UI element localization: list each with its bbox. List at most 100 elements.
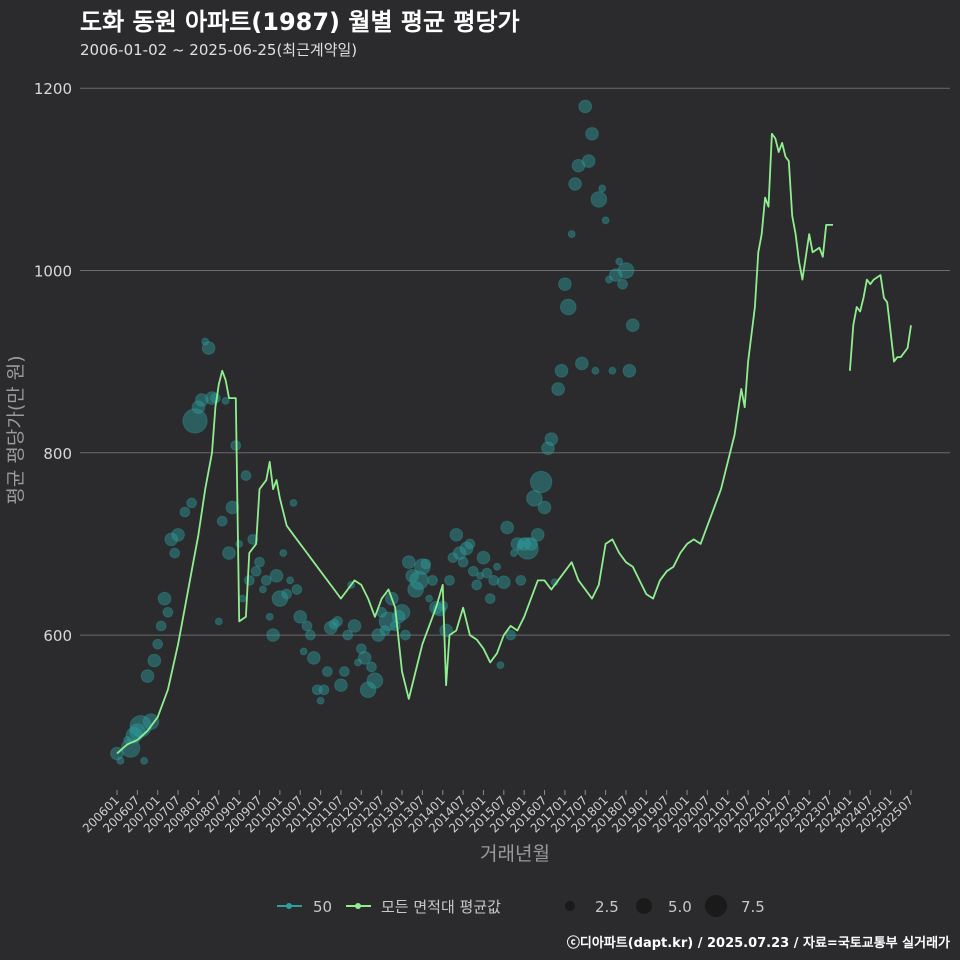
bubble-point <box>311 684 323 696</box>
bubble-point <box>510 549 518 557</box>
bubble-point <box>162 606 174 618</box>
bubble-point <box>186 497 198 509</box>
size-legend-circle-small <box>565 901 575 911</box>
average-line-segment <box>849 274 912 371</box>
bubble-point <box>581 154 596 168</box>
bubble-point <box>575 356 589 371</box>
bubble-point <box>353 658 362 667</box>
bubble-point <box>379 625 391 636</box>
bubble-point <box>516 537 539 560</box>
bubble-point <box>467 565 479 577</box>
bubble-point <box>293 609 308 624</box>
legend: 50 모든 면적대 평균값 2.5 5.0 7.5 <box>277 895 765 917</box>
bubble-point <box>235 539 244 548</box>
bubble-point <box>608 366 617 375</box>
bubble-point <box>505 629 517 641</box>
bubble-point <box>484 593 496 605</box>
bubble-point <box>334 678 348 693</box>
bubble-point <box>182 408 208 434</box>
legend-label-50: 50 <box>313 898 332 916</box>
bubble-point <box>250 565 262 577</box>
bubble-point <box>318 684 330 696</box>
bubble-point <box>260 574 272 586</box>
size-legend-circle-large <box>705 895 727 917</box>
bubble-point <box>205 391 219 405</box>
bubble-point <box>279 549 288 557</box>
bubble-point <box>342 629 354 641</box>
bubble-point <box>328 618 340 630</box>
bubble-point <box>222 546 236 560</box>
credit-text: ⓒ디아파트(dapt.kr) / 2025.07.23 / 자료=국토교통부 실… <box>567 935 950 951</box>
bubble-point <box>407 581 424 598</box>
bubble-point <box>316 696 325 705</box>
bubble-point <box>425 594 434 603</box>
bubble-point <box>615 257 624 266</box>
bubble-point <box>608 268 623 282</box>
bubble-point <box>447 552 459 563</box>
y-tick-label: 1200 <box>34 80 72 98</box>
bubble-point <box>400 629 411 641</box>
bubble-point <box>269 568 284 583</box>
bubble-point <box>247 533 259 545</box>
bubble-point <box>459 541 474 556</box>
bubble-point <box>152 638 164 650</box>
bubble-point <box>393 603 411 621</box>
bubble-point <box>488 574 500 586</box>
bubble-points <box>110 99 640 765</box>
bubble-point <box>414 558 431 576</box>
chart-title: 도화 동원 아파트(1987) 월별 평균 평당가 <box>80 8 520 36</box>
bubble-point <box>481 567 493 579</box>
bubble-point <box>301 620 313 632</box>
bubble-point <box>544 432 559 446</box>
chart-subtitle: 2006-01-02 ~ 2025-06-25(최근계약일) <box>80 41 357 59</box>
bubble-point <box>464 538 476 550</box>
bubble-point <box>281 588 293 600</box>
bubble-point <box>515 574 527 586</box>
y-tick-label: 600 <box>43 627 72 645</box>
bubble-point <box>452 546 467 560</box>
size-legend: 2.5 5.0 7.5 <box>565 895 765 917</box>
bubble-point <box>179 506 191 518</box>
bubble-point <box>332 615 343 627</box>
bubble-point <box>194 393 209 407</box>
bubble-point <box>306 650 321 665</box>
bubble-point <box>578 99 593 114</box>
bubble-point <box>289 498 298 507</box>
bubble-point <box>444 574 455 586</box>
bubble-point <box>266 628 280 642</box>
bubble-point <box>323 620 338 635</box>
size-legend-label-large: 7.5 <box>741 898 765 916</box>
bubble-point <box>366 661 377 673</box>
bubble-point <box>258 585 267 594</box>
bubble-point <box>157 591 172 606</box>
bubble-point <box>171 527 185 542</box>
bubble-point <box>409 570 429 591</box>
bubble-point <box>591 366 600 375</box>
bubble-point <box>225 500 240 515</box>
bubble-point <box>493 562 501 571</box>
bubble-point <box>585 126 599 141</box>
bubble-point <box>305 629 316 641</box>
y-ticks: 600 800 1000 1200 <box>34 80 72 645</box>
bubble-point <box>496 661 505 670</box>
bubble-point <box>524 537 538 551</box>
bubble-point <box>169 547 181 559</box>
bubble-point <box>214 617 223 626</box>
bubble-point <box>378 611 399 632</box>
bubble-point <box>529 470 553 494</box>
series-lines <box>116 132 912 755</box>
bubble-point <box>140 669 155 683</box>
bubble-point <box>551 382 565 396</box>
bubble-point <box>355 643 367 655</box>
bubble-point <box>558 277 572 292</box>
bubble-point <box>216 515 228 527</box>
bubble-point <box>496 575 511 590</box>
bubble-point <box>471 579 483 591</box>
bubble-point <box>500 520 515 535</box>
bubble-point <box>625 318 640 333</box>
bubble-point <box>299 647 308 656</box>
bubble-point <box>476 571 485 580</box>
legend-label-all: 모든 면적대 평균값 <box>381 898 501 916</box>
y-axis-label: 평균 평당가(만 원) <box>5 355 27 504</box>
